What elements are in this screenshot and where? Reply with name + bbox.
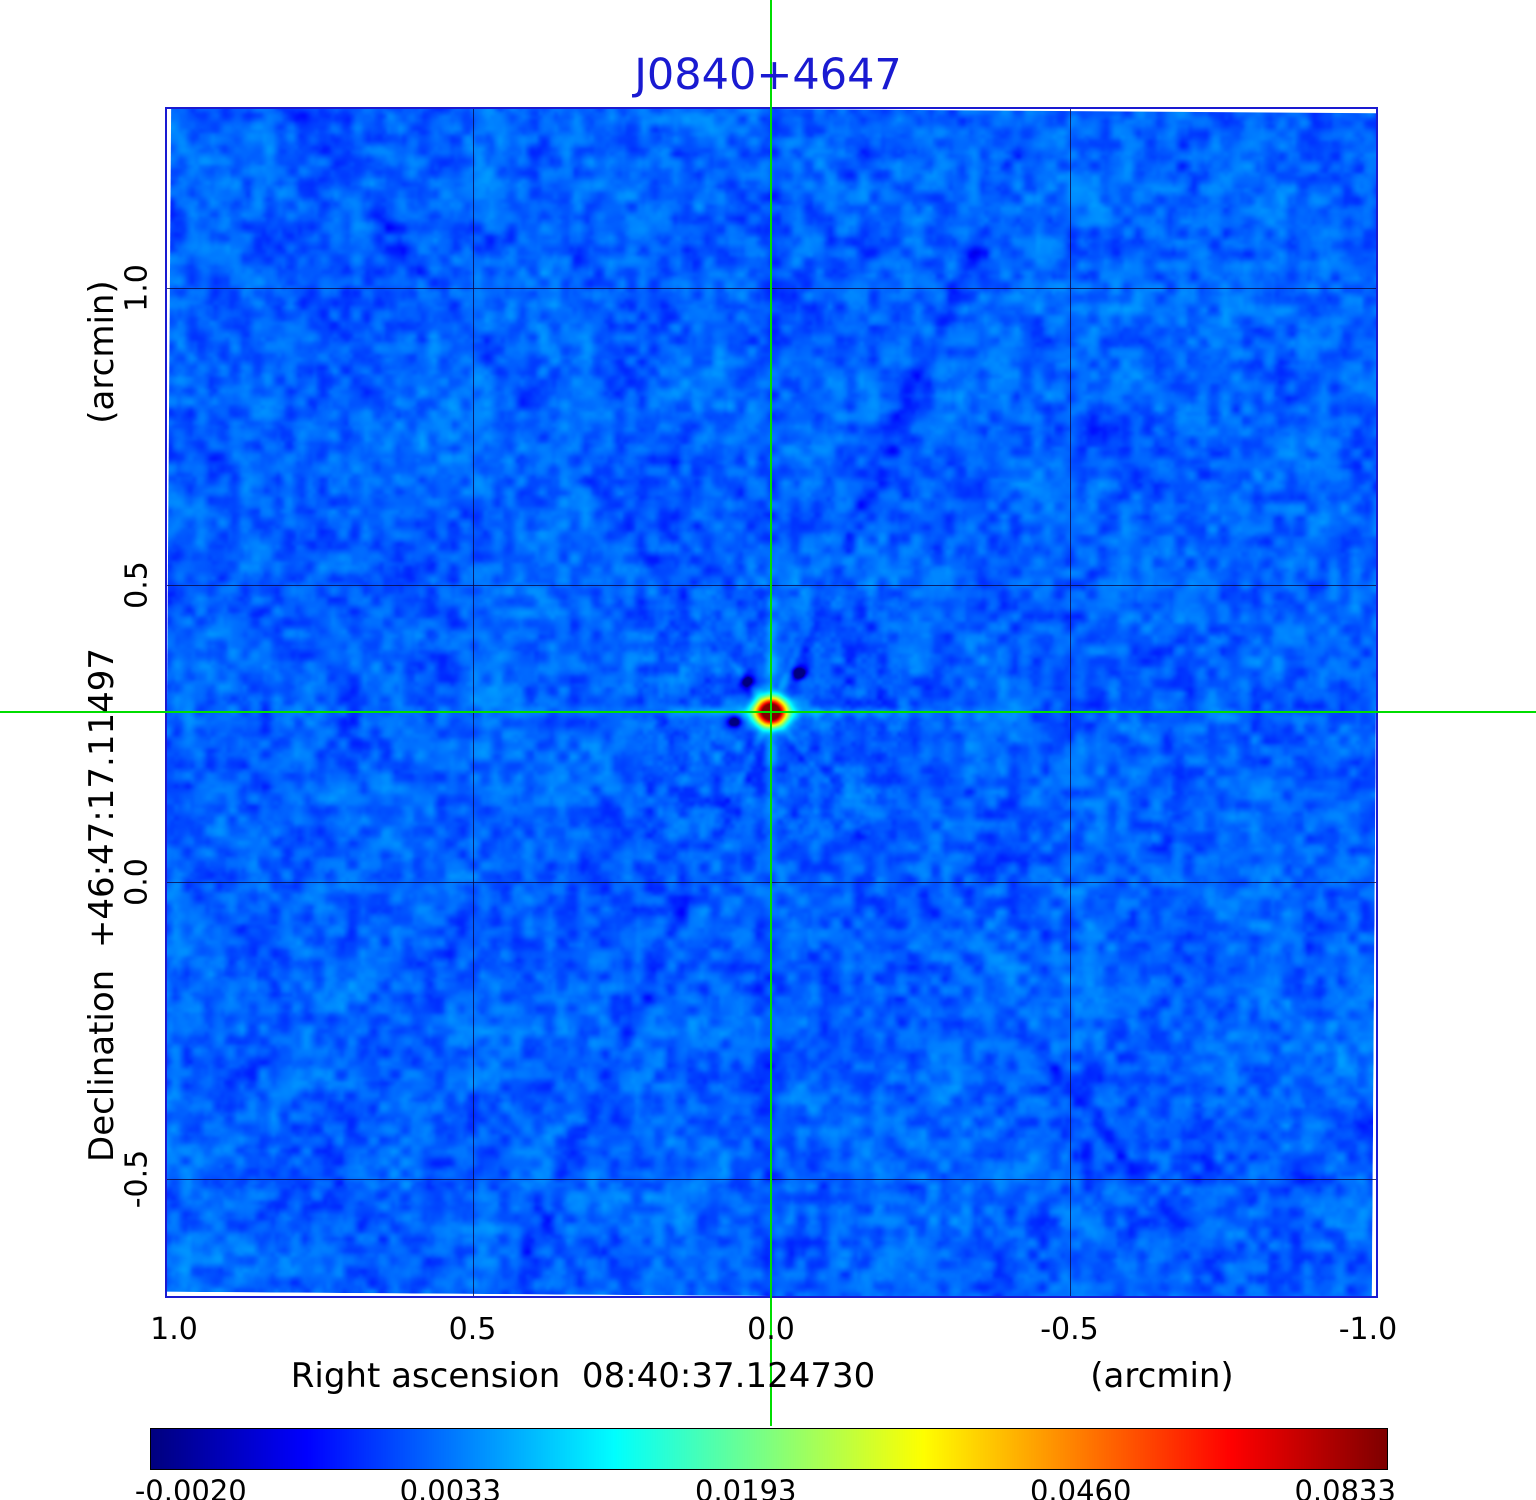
colorbar-tick-label: 0.0460: [1029, 1474, 1132, 1500]
y-tick-label: -0.5: [119, 1149, 155, 1209]
y-tick-label: 1.0: [119, 264, 155, 312]
y-tick-label: 0.0: [119, 858, 155, 906]
crosshair-horizontal-line: [0, 711, 1536, 713]
gridline: [1069, 109, 1071, 1296]
y-axis-label: Declination +46:47:17.11497: [82, 648, 122, 1162]
x-tick-label: 0.0: [747, 1312, 795, 1347]
colorbar-tick-label: 0.0033: [399, 1474, 502, 1500]
crosshair-vertical-line: [770, 0, 772, 1426]
x-tick-label: -1.0: [1338, 1312, 1398, 1347]
colorbar-gradient: [150, 1428, 1388, 1470]
colorbar-tick-label: 0.0833: [1294, 1474, 1396, 1500]
x-tick-label: 0.5: [448, 1312, 497, 1347]
gridline: [472, 109, 474, 1296]
plot-title: J0840+4647: [634, 50, 902, 100]
y-axis-unit-label: (arcmin): [82, 280, 122, 424]
x-axis-label: Right ascension 08:40:37.124730: [290, 1356, 876, 1396]
colorbar-tick-label: -0.0020: [134, 1474, 247, 1500]
y-tick-label: 0.5: [119, 561, 155, 609]
x-tick-label: -0.5: [1040, 1312, 1099, 1347]
x-axis-unit-label: (arcmin): [1090, 1356, 1234, 1396]
x-tick-label: 1.0: [150, 1312, 198, 1347]
colorbar-tick-label: 0.0193: [695, 1474, 797, 1500]
